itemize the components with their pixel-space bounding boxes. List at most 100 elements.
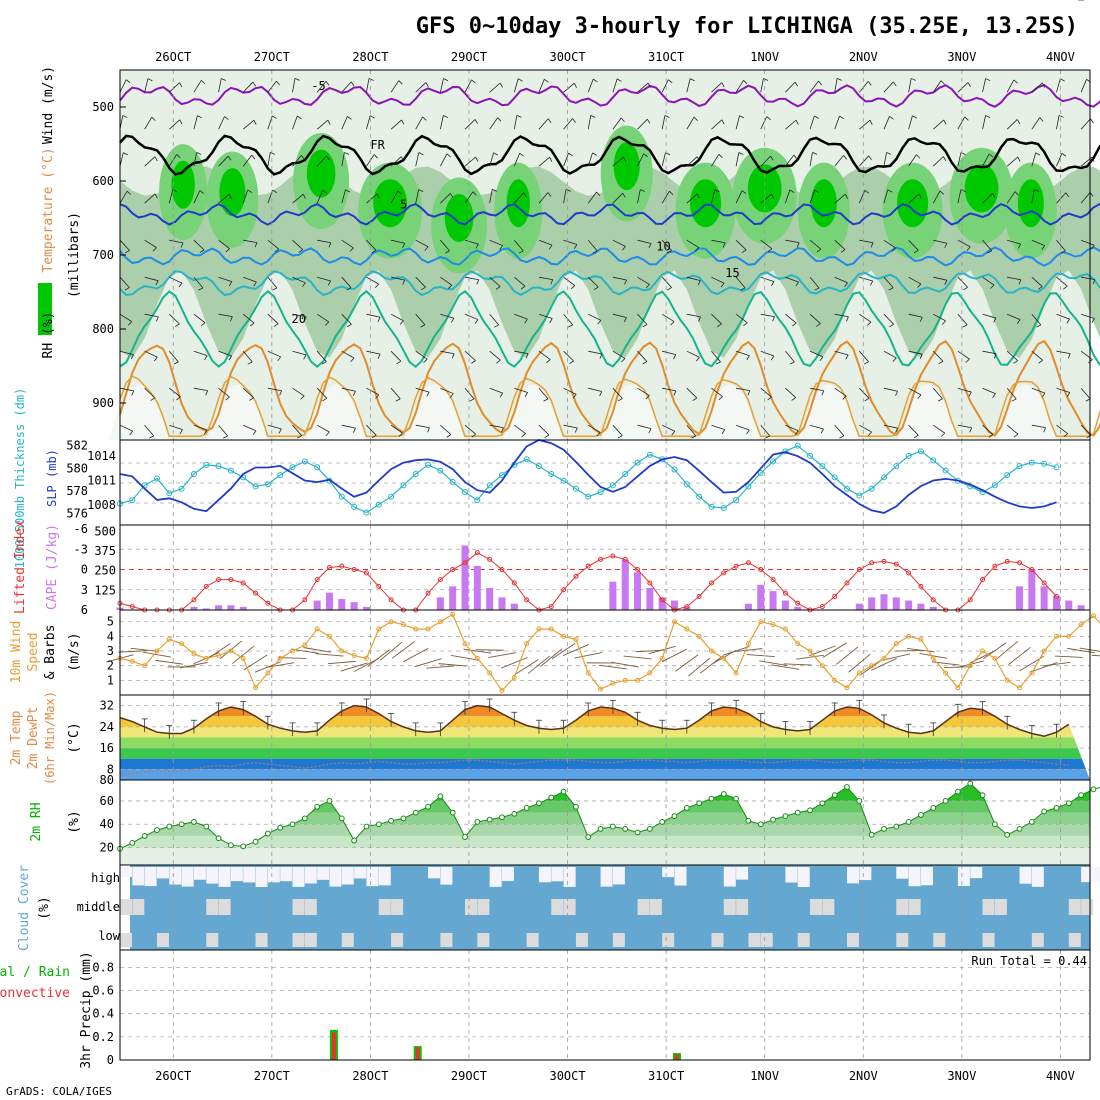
surface-wind-barb xyxy=(1030,661,1058,673)
slp-tick-label: 1014 xyxy=(87,449,116,463)
wind-tick-label: 3 xyxy=(107,644,114,658)
wind-barb-flag xyxy=(205,390,209,396)
lifted-index-marker xyxy=(967,597,973,603)
wind-barb xyxy=(439,115,444,130)
lifted-index-marker xyxy=(622,556,628,562)
rh-marker xyxy=(215,835,222,842)
thickness-tick-label: 582 xyxy=(66,439,88,453)
cloud-low-gap xyxy=(760,933,773,947)
cloud-low-gap xyxy=(982,933,995,947)
wind-barb-flag xyxy=(816,323,821,327)
slp-tick-label: 1011 xyxy=(87,473,116,487)
wind-barb-flag xyxy=(814,115,819,119)
wind-barb xyxy=(760,116,768,130)
wind-speed-marker xyxy=(351,652,357,658)
wind-barb xyxy=(1031,387,1046,394)
wind-speed-marker xyxy=(1066,633,1072,639)
wind-barb-flag xyxy=(993,353,997,359)
wind-speed-marker xyxy=(487,670,493,676)
rh-marker xyxy=(819,800,826,807)
wind-barb-flag xyxy=(321,361,327,365)
wind-barb-flag xyxy=(425,82,429,88)
lifted-index-marker xyxy=(376,583,382,589)
wind-barb-flag xyxy=(943,119,947,125)
cloud-high-gap xyxy=(600,867,613,887)
thickness-marker xyxy=(1041,460,1048,467)
wind-barb-flag xyxy=(1065,192,1070,198)
wind-barb xyxy=(292,239,304,250)
wind-barb xyxy=(883,276,894,288)
lifted-index-marker xyxy=(856,567,862,573)
lifted-index-marker xyxy=(832,594,838,600)
wind-barb-flag xyxy=(131,390,135,396)
rh-blob-dark xyxy=(896,179,929,228)
cloud-high-gap xyxy=(230,867,243,882)
wind-barb xyxy=(834,239,846,250)
thickness-marker xyxy=(1053,464,1060,471)
wind-barb-flag xyxy=(279,390,282,396)
wind-barb xyxy=(859,350,869,362)
cloud-mid-gap xyxy=(822,899,835,915)
surface-wind-barb xyxy=(574,652,603,659)
wind-barb xyxy=(933,276,948,281)
cape-bar xyxy=(227,605,235,610)
wind-barb-flag xyxy=(889,116,894,120)
thickness-marker xyxy=(597,489,604,496)
thickness-line xyxy=(119,444,1057,514)
cloud-high-gap xyxy=(181,867,194,887)
lifted-index-marker xyxy=(203,583,209,589)
surface-wind-barb xyxy=(700,655,723,674)
wind-barb-flag xyxy=(1066,392,1071,397)
wind-barb xyxy=(1031,424,1046,429)
rh-bands xyxy=(120,783,1090,865)
wind-barb-flag xyxy=(1063,285,1068,290)
wind-barb-flag xyxy=(1039,117,1044,122)
wind-speed-marker xyxy=(980,648,986,654)
wind-barb xyxy=(661,313,675,322)
rh2m-unit-label: (%) xyxy=(67,810,82,833)
wind-speed-marker xyxy=(413,626,419,632)
wind-barb-flag xyxy=(592,250,598,254)
wind-barb-flag xyxy=(888,287,894,291)
isotherm xyxy=(119,270,1100,297)
wind-barb xyxy=(908,115,913,130)
wind-barb-flag xyxy=(176,396,181,401)
cloud-high-gap xyxy=(341,867,354,885)
wind-barb xyxy=(267,239,279,250)
wind-barb-flag xyxy=(326,155,330,161)
surface-wind-barb xyxy=(906,648,935,653)
cloud-low-gap xyxy=(847,933,860,947)
wind-barb-flag xyxy=(400,156,405,162)
cape-bar xyxy=(781,600,789,610)
top-date-axis: 26OCT 27OCT 28OCT 29OCT 30OCT 31OCT 1NOV 2NOV 3N… xyxy=(155,50,1075,64)
wind-barb xyxy=(538,350,551,360)
pressure-tick-label: 800 xyxy=(92,322,114,336)
surface-wind-barb xyxy=(871,658,897,671)
wind-barb xyxy=(489,387,503,394)
wind-barb-flag xyxy=(402,243,406,248)
wind-barb-flag xyxy=(721,119,725,125)
wind-barb xyxy=(661,79,669,93)
wind-barb-flag xyxy=(868,155,872,161)
wind-barb-flag xyxy=(617,435,623,439)
cloud-high-gap xyxy=(563,867,576,887)
wind-barb-flag xyxy=(919,317,923,322)
surface-wind-barb xyxy=(996,640,1019,660)
wind-barb-flag xyxy=(870,242,874,248)
bottom-date-label: 31OCT xyxy=(648,1069,684,1083)
wind-barb-flag xyxy=(867,431,872,436)
cape-bar xyxy=(646,587,654,610)
wind-barb-flag xyxy=(767,396,772,401)
wind-barb xyxy=(292,350,307,356)
cape-bar xyxy=(1065,600,1073,610)
wind-barb xyxy=(390,190,399,204)
wind-barb xyxy=(834,276,848,284)
wind-barb xyxy=(193,152,198,167)
wind-barb-flag xyxy=(1091,157,1095,162)
wind-barb xyxy=(218,193,230,204)
surface-wind-barb xyxy=(722,646,750,656)
cloud-high-gap xyxy=(908,867,921,887)
wind-barb-flag xyxy=(772,316,775,322)
top-date-label: 31OCT xyxy=(648,50,684,64)
lifted-index-tick-label: 0 xyxy=(81,563,88,577)
